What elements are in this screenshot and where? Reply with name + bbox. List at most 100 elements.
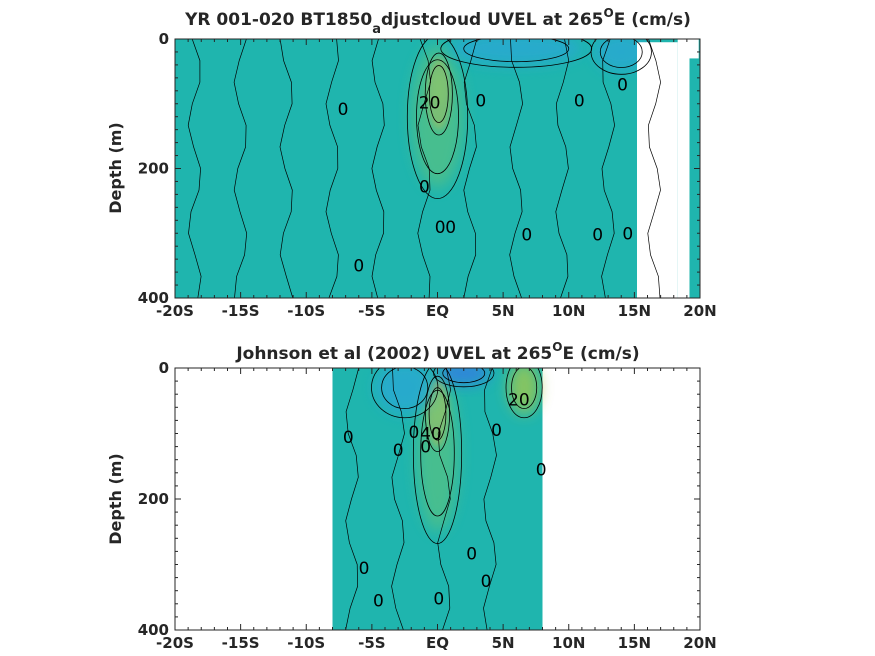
y-tick-label: 200 — [138, 490, 169, 508]
contour-label: 0 — [445, 218, 456, 238]
contour-line — [511, 368, 538, 410]
contour-label: 0 — [353, 257, 364, 277]
contour-line — [371, 39, 385, 298]
contour-label: 0 — [536, 461, 547, 481]
contour-line — [599, 39, 643, 68]
contour-line — [505, 368, 543, 419]
x-tick-label: -20S — [156, 634, 194, 652]
warm-jet-patch — [411, 45, 464, 188]
y-tick-label: 400 — [138, 289, 169, 307]
x-tick-label: 20N — [683, 634, 716, 652]
contour-line — [442, 368, 486, 384]
cold-jet-patch — [375, 368, 434, 414]
cold-jet-patch — [450, 39, 582, 65]
upper-panel-contour-lines — [187, 39, 661, 298]
x-tick-label: EQ — [426, 634, 449, 652]
lower-panel-y-axis-label: Depth (m) — [106, 453, 125, 545]
contour-line — [345, 368, 360, 630]
contour-line — [417, 39, 431, 298]
contour-line — [391, 368, 405, 630]
x-tick-label: -20S — [156, 302, 194, 320]
contour-label: 0 — [433, 590, 444, 610]
contour-line — [279, 39, 294, 298]
contour-label: 0 — [393, 441, 404, 461]
x-tick-label: -5S — [358, 634, 385, 652]
y-tick-label: 0 — [159, 30, 169, 48]
contour-line — [424, 52, 453, 136]
x-tick-label: 10N — [552, 634, 585, 652]
contour-line — [601, 39, 615, 298]
lower-panel-title: Johnson et al (2002) UVEL at 265OE (cm/s… — [235, 340, 639, 364]
contour-label: 40 — [420, 425, 442, 445]
lower-panel: Johnson et al (2002) UVEL at 265OE (cm/s… — [106, 340, 717, 652]
contour-label: 0 — [466, 544, 477, 564]
warm-jet-patch — [416, 374, 459, 532]
contour-line — [416, 59, 459, 175]
contour-label: 0 — [373, 592, 384, 612]
contour-line — [325, 39, 339, 298]
contour-label: 0 — [420, 438, 431, 458]
x-tick-label: EQ — [426, 302, 449, 320]
contour-line — [233, 39, 248, 298]
x-tick-label: -15S — [222, 634, 260, 652]
x-tick-label: 10N — [552, 302, 585, 320]
lower-panel-velocity-field — [332, 368, 543, 630]
contour-label: 0 — [338, 100, 349, 120]
cold-jet-patch — [437, 368, 490, 386]
contour-line — [509, 39, 523, 298]
contour-line — [406, 39, 469, 199]
contour-label: 0 — [617, 75, 628, 95]
x-tick-label: 15N — [618, 302, 651, 320]
x-tick-label: 20N — [683, 302, 716, 320]
contour-label: 0 — [475, 92, 486, 112]
contour-label: 0 — [419, 178, 430, 198]
x-tick-label: -15S — [222, 302, 260, 320]
x-tick-label: 5N — [492, 634, 515, 652]
x-tick-label: -10S — [287, 634, 325, 652]
contour-line — [590, 39, 652, 75]
cold-jet-patch — [595, 39, 648, 72]
contour-label: 0 — [592, 226, 603, 246]
x-tick-label: -5S — [358, 302, 385, 320]
y-tick-label: 0 — [159, 359, 169, 377]
contour-label: 0 — [521, 226, 532, 246]
contour-line — [463, 39, 478, 298]
missing-data-region — [689, 39, 699, 59]
warm-jet-patch — [508, 368, 540, 414]
upper-panel: YR 001-020 BT1850adjustcloud UVEL at 265… — [106, 6, 717, 320]
y-tick-label: 200 — [138, 160, 169, 178]
contour-line — [428, 65, 449, 123]
contour-line — [463, 39, 570, 63]
contour-label: 0 — [343, 428, 354, 448]
upper-panel-y-axis-label: Depth (m) — [106, 122, 125, 214]
contour-label: 0 — [408, 423, 419, 443]
contour-line — [425, 375, 450, 452]
contour-label: 0 — [359, 559, 370, 579]
contour-line — [381, 368, 429, 410]
upper-panel-velocity-field — [175, 39, 700, 298]
y-tick-label: 400 — [138, 621, 169, 639]
lower-panel-contour-lines — [345, 368, 543, 630]
contour-line — [187, 39, 202, 298]
upper-panel-title: YR 001-020 BT1850adjustcloud UVEL at 265… — [184, 6, 691, 37]
contour-label: 0 — [574, 92, 585, 112]
contour-line — [483, 368, 497, 630]
contour-line — [647, 39, 661, 298]
x-tick-label: -10S — [287, 302, 325, 320]
contour-line — [555, 39, 570, 298]
contour-line — [437, 368, 451, 630]
contour-label: 20 — [419, 93, 441, 113]
contour-label: 0 — [481, 572, 492, 592]
contour-label: 20 — [508, 390, 530, 410]
x-tick-label: 15N — [618, 634, 651, 652]
contour-label: 0 — [622, 224, 633, 244]
contour-label: 0 — [491, 421, 502, 441]
contour-line — [371, 368, 439, 419]
contour-label: 0 — [435, 218, 446, 238]
missing-data-region — [677, 39, 690, 298]
